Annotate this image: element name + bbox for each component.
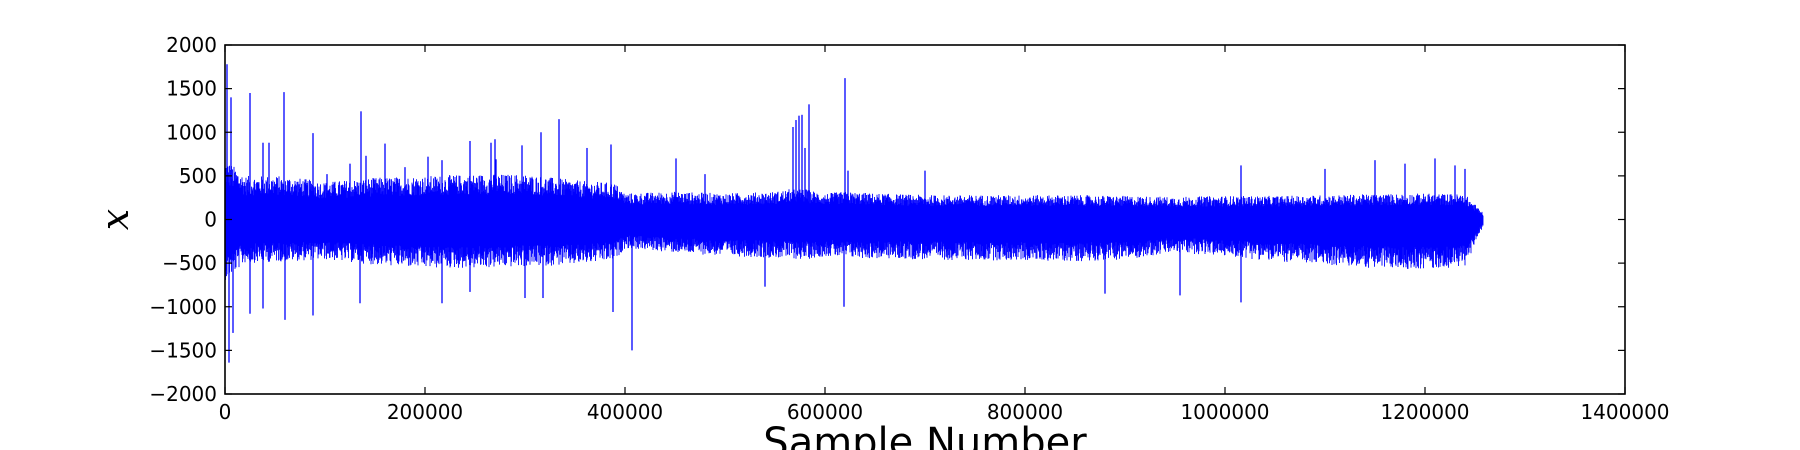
y-tick-label: 0 (204, 208, 217, 232)
plot-frame (224, 44, 1626, 395)
y-tick-label: 1500 (166, 77, 217, 101)
y-tick-label: 2000 (166, 33, 217, 57)
y-axis-title: x (93, 209, 137, 230)
x-axis-title: Sample Number (763, 420, 1087, 450)
ticks-layer: 0 200000 400000 600000 800000 1000000 1200000 1… (149, 33, 1669, 424)
x-tick-label: 600000 (787, 400, 863, 424)
x-tick-label: 1000000 (1180, 400, 1269, 424)
y-tick-label: −1500 (149, 338, 217, 362)
y-tick-label: 1000 (166, 120, 217, 144)
x-tick-label: 800000 (987, 400, 1063, 424)
x-tick-label: 0 (219, 400, 232, 424)
y-tick-label: −1000 (149, 295, 217, 319)
x-tick-label: 1200000 (1380, 400, 1469, 424)
y-tick-label: 500 (179, 164, 217, 188)
series-layer (224, 64, 1484, 363)
x-tick-label: 200000 (387, 400, 463, 424)
y-tick-label: −500 (162, 251, 217, 275)
x-tick-label: 400000 (587, 400, 663, 424)
x-tick-label: 1400000 (1580, 400, 1669, 424)
y-tick-label: −2000 (149, 382, 217, 406)
